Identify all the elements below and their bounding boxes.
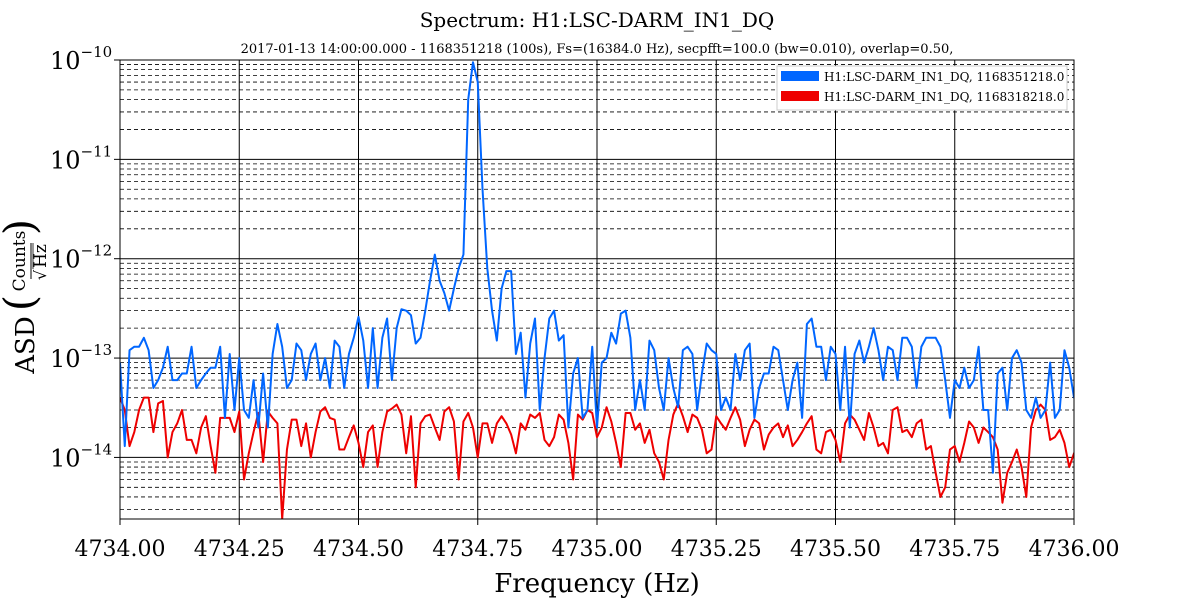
legend-swatch-red: [781, 91, 819, 101]
y-axis-label-denominator: Hz: [31, 244, 51, 268]
x-tick-label: 4734.00: [75, 537, 166, 562]
y-axis-label-prefix: ASD: [11, 316, 41, 374]
legend-box: [776, 65, 1068, 111]
x-tick-label: 4735.50: [790, 537, 881, 562]
y-axis-paren-right: ): [0, 219, 44, 235]
chart-subtitle: 2017-01-13 14:00:00.000 - 1168351218 (10…: [241, 42, 954, 57]
series-layer: [120, 61, 1074, 519]
x-tick-label: 4734.25: [194, 537, 285, 562]
legend-swatch-blue: [781, 71, 819, 81]
x-tick-label: 4735.75: [909, 537, 1000, 562]
series-line-1: [120, 396, 1074, 519]
y-axis-label: ASD ( Counts √ Hz ): [0, 219, 51, 375]
y-axis-paren-left: (: [0, 295, 44, 311]
x-axis-label: Frequency (Hz): [494, 569, 700, 599]
legend: H1:LSC-DARM_IN1_DQ, 1168351218.0 H1:LSC-…: [776, 65, 1068, 111]
y-tick-exponent: −14: [81, 440, 113, 458]
legend-label-0: H1:LSC-DARM_IN1_DQ, 1168351218.0: [824, 70, 1064, 84]
chart-title: Spectrum: H1:LSC-DARM_IN1_DQ: [420, 8, 775, 32]
x-tick-label: 4735.00: [552, 537, 643, 562]
y-axis-label-numerator: Counts: [10, 231, 30, 292]
x-axis: 4734.00 4734.25 4734.50 4734.75 4735.00 4735.…: [75, 519, 1120, 562]
y-tick-exponent: −11: [81, 142, 113, 160]
y-tick-exponent: −10: [81, 43, 113, 61]
x-tick-label: 4734.75: [432, 537, 523, 562]
x-tick-label: 4734.50: [313, 537, 404, 562]
x-tick-label: 4735.25: [671, 537, 762, 562]
series-line-0: [120, 61, 1074, 474]
y-tick-exponent: −13: [81, 341, 113, 359]
y-tick-exponent: −12: [81, 242, 113, 260]
x-tick-label: 4736.00: [1029, 537, 1120, 562]
sqrt-icon: √: [31, 269, 50, 280]
legend-label-1: H1:LSC-DARM_IN1_DQ, 1168318218.0: [824, 90, 1064, 104]
